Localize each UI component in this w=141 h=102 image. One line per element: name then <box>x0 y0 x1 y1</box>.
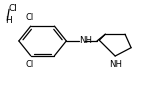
Text: Cl: Cl <box>25 60 33 69</box>
Text: Cl: Cl <box>25 13 33 22</box>
Text: NH: NH <box>109 60 122 69</box>
Text: Cl: Cl <box>8 4 17 13</box>
Text: NH: NH <box>80 36 93 45</box>
Text: H: H <box>6 16 12 25</box>
